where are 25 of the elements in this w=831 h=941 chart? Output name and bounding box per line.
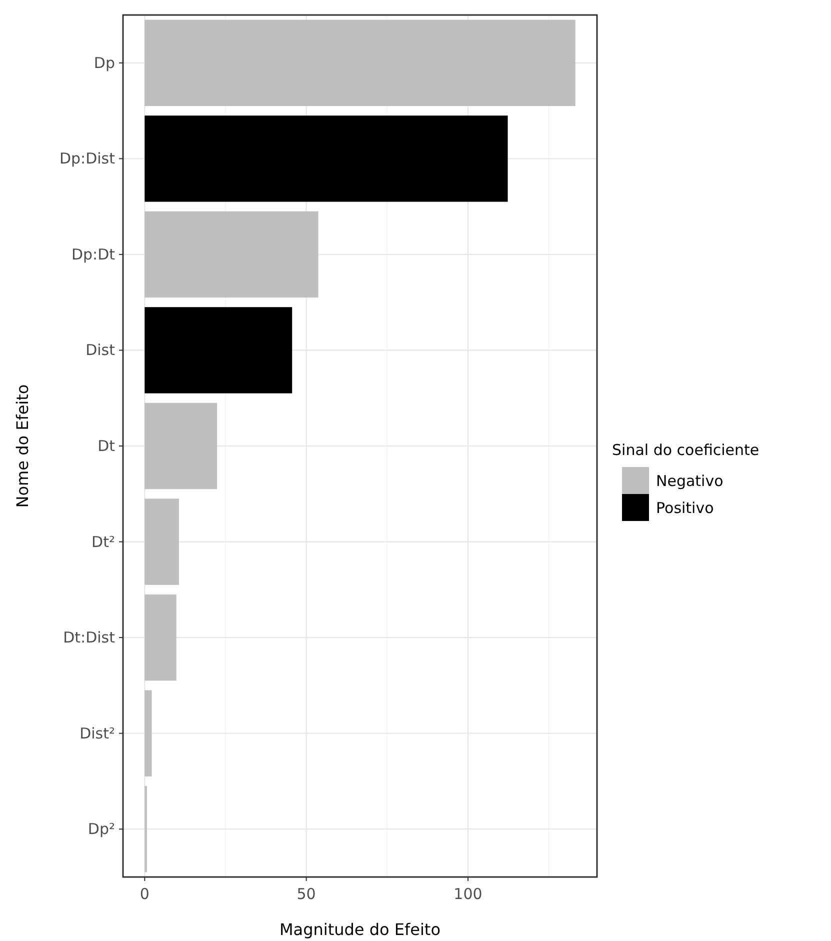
- y-tick-label: Dp: [94, 54, 115, 72]
- x-tick-label: 100: [454, 885, 482, 903]
- bar: [144, 402, 218, 490]
- x-axis-title: Magnitude do Efeito: [280, 920, 440, 939]
- bar: [144, 594, 176, 681]
- legend-label: Positivo: [656, 499, 714, 517]
- bar: [144, 307, 292, 394]
- x-tick-label: 50: [296, 885, 316, 903]
- y-tick-label: Dt: [98, 437, 116, 455]
- y-tick-label: Dist: [86, 341, 116, 360]
- x-tick-label: 0: [140, 885, 150, 903]
- bar: [144, 498, 179, 585]
- y-tick-label: Dt:Dist: [63, 628, 116, 647]
- y-tick-label: Dp:Dt: [71, 245, 116, 264]
- bar: [144, 116, 508, 202]
- y-tick-label: Dt²: [92, 532, 115, 551]
- bar: [144, 690, 152, 776]
- y-tick-label: Dp:Dist: [59, 150, 116, 168]
- bar: [144, 211, 318, 298]
- y-tick-label: Dp²: [88, 820, 115, 838]
- y-axis-title: Nome do Efeito: [13, 384, 32, 508]
- y-tick-label: Dist²: [80, 724, 115, 742]
- legend-label: Negativo: [656, 472, 724, 490]
- bar: [144, 20, 576, 106]
- legend-title: Sinal do coeficiente: [612, 441, 760, 459]
